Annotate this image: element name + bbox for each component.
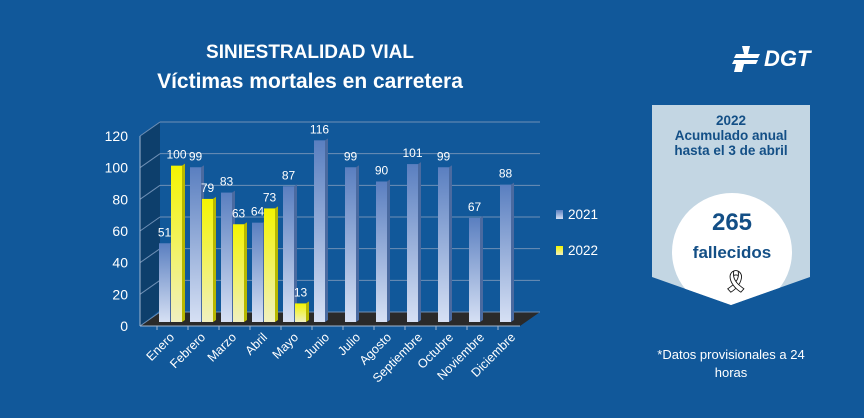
data-label: 63 <box>232 206 246 220</box>
bar-2022 <box>202 198 213 322</box>
y-tick-label: 100 <box>105 160 129 176</box>
legend-swatch-2022 <box>556 246 563 255</box>
legend-label-2021: 2021 <box>568 207 598 222</box>
bar-side-2021 <box>356 165 359 322</box>
chart-subtitle: Víctimas mortales en carretera <box>157 70 463 93</box>
data-label: 64 <box>251 205 265 219</box>
death-count: 265 <box>711 209 753 236</box>
bar-2021 <box>314 140 325 322</box>
data-label: 90 <box>375 164 389 178</box>
dgt-logo: DGT <box>730 44 810 74</box>
x-tick-label: Abril <box>243 330 271 358</box>
provisional-note: *Datos provisionales a 24 horas <box>657 347 805 380</box>
panel-line1: Acumulado anual <box>674 128 788 143</box>
bar-side-2021 <box>449 165 452 322</box>
y-tick-label: 40 <box>112 255 128 271</box>
x-tick-label: Julio <box>335 330 363 358</box>
chart-title: SINIESTRALIDAD VIAL <box>206 42 414 63</box>
bar-side-2021 <box>480 215 483 322</box>
y-tick-label: 20 <box>112 286 128 302</box>
gridline-side <box>139 279 161 295</box>
bar-side-2022 <box>182 163 185 322</box>
bar-side-2021 <box>511 182 514 322</box>
data-label: 79 <box>201 181 215 195</box>
gridline-side <box>139 184 161 200</box>
bar-2021 <box>159 243 170 322</box>
gridline-side <box>139 311 161 327</box>
data-label: 99 <box>189 149 203 163</box>
data-label: 116 <box>310 122 329 136</box>
gridline-side <box>139 121 161 137</box>
mourning-ribbon-icon: 🎗 <box>722 269 750 294</box>
bar-2021 <box>407 164 418 322</box>
data-label: 87 <box>282 168 296 182</box>
data-label: 73 <box>263 190 277 204</box>
bar-side-2022 <box>275 206 278 322</box>
bar-2022 <box>233 224 244 322</box>
data-label: 101 <box>402 146 422 160</box>
bar-side-2021 <box>387 179 390 322</box>
bar-side-2021 <box>294 184 297 322</box>
x-tick-label: Mayo <box>270 330 302 362</box>
bar-2021 <box>190 167 201 322</box>
summary-panel: 2022 Acumulado anual hasta el 3 de abril… <box>652 105 810 305</box>
bar-2021 <box>469 217 480 322</box>
panel-line2: hasta el 3 de abril <box>674 143 788 158</box>
bar-2021 <box>221 192 232 322</box>
data-label: 88 <box>499 167 513 181</box>
data-label: 99 <box>437 149 451 163</box>
bar-2022 <box>295 303 306 322</box>
bar-2021 <box>345 167 356 322</box>
y-tick-label: 80 <box>112 191 128 207</box>
bar-2022 <box>264 208 275 322</box>
bar-2022 <box>171 165 182 322</box>
bar-side-2022 <box>306 301 309 322</box>
legend-label-2022: 2022 <box>568 243 598 258</box>
bar-2021 <box>438 167 449 322</box>
death-label: fallecidos <box>692 243 772 262</box>
data-label: 99 <box>344 149 358 163</box>
x-tick-label: Febrero <box>167 330 208 371</box>
data-label: 100 <box>166 148 186 162</box>
dgt-cross-icon <box>732 46 760 72</box>
y-tick-label: 0 <box>120 318 128 334</box>
y-tick-label: 60 <box>112 223 128 239</box>
data-label: 67 <box>468 200 482 214</box>
gridline-side <box>139 216 161 232</box>
bar-chart: 02040608010012051100Enero9979Febrero8363… <box>105 121 598 385</box>
bar-2021 <box>252 222 263 322</box>
bar-side-2021 <box>418 162 421 322</box>
dgt-logo-text: DGT <box>764 46 811 71</box>
legend-swatch-2021 <box>556 210 563 219</box>
x-tick-label: Junio <box>301 330 332 361</box>
data-label: 83 <box>220 175 234 189</box>
x-tick-label: Marzo <box>205 330 239 364</box>
y-tick-label: 120 <box>105 128 129 144</box>
bar-2021 <box>283 186 294 322</box>
gridline-side <box>139 248 161 264</box>
bar-2021 <box>500 184 511 322</box>
bar-side-2021 <box>325 138 328 322</box>
count-circle: 265 fallecidos 🎗 <box>672 193 792 305</box>
data-label: 13 <box>294 285 308 299</box>
bar-2021 <box>376 181 387 322</box>
panel-year: 2022 <box>715 113 747 128</box>
bar-side-2022 <box>244 222 247 322</box>
gridline-side <box>139 153 161 169</box>
data-label: 51 <box>158 225 172 239</box>
bar-side-2022 <box>213 196 216 322</box>
